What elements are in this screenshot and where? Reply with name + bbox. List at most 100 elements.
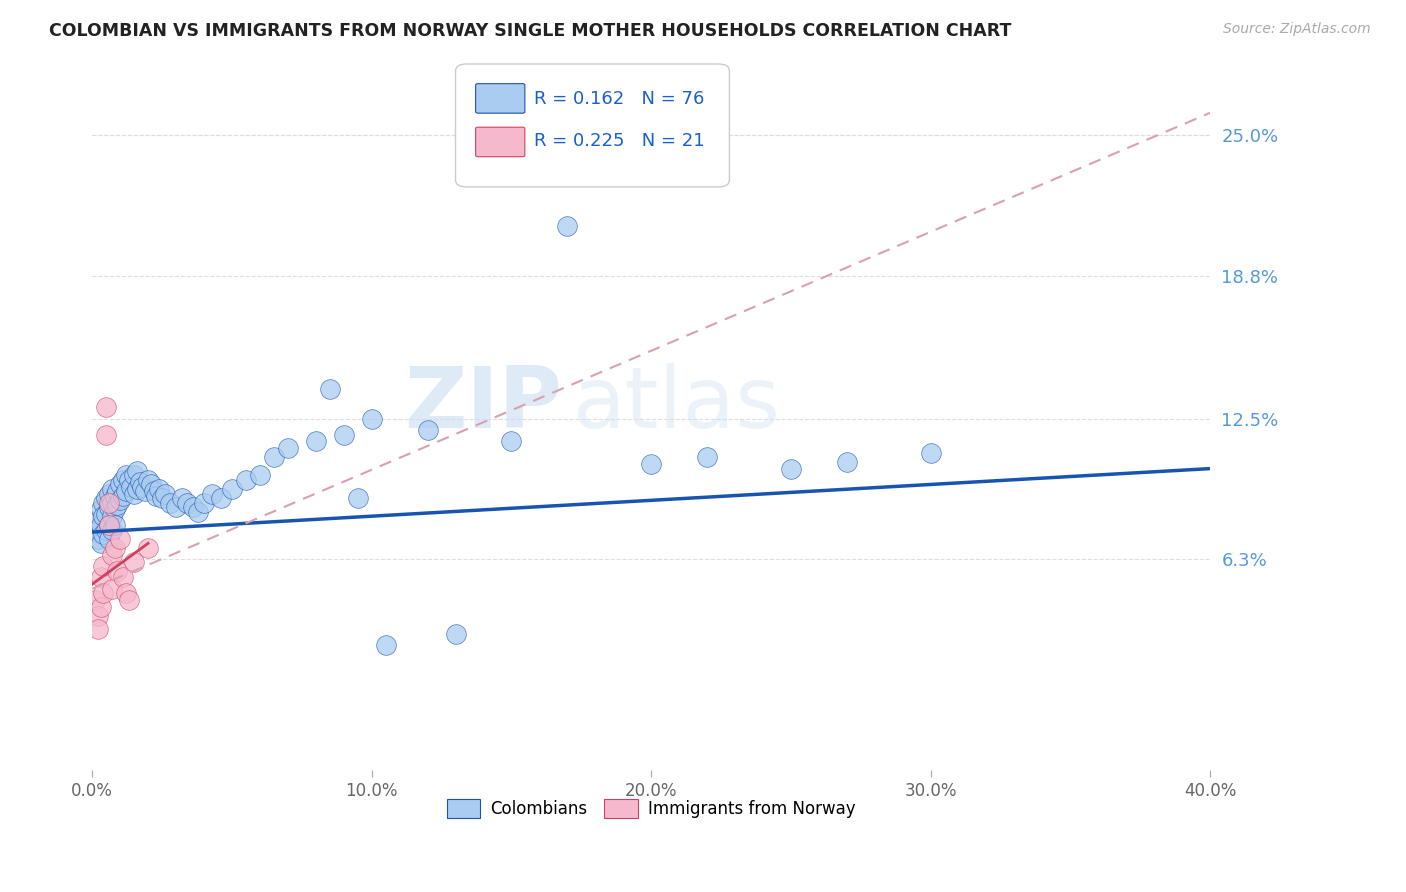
Point <box>97 532 120 546</box>
Point <box>176 495 198 509</box>
Point <box>97 495 120 509</box>
Point <box>374 638 396 652</box>
Point <box>94 491 117 505</box>
Point <box>105 498 128 512</box>
Point <box>319 382 342 396</box>
Point <box>555 219 578 234</box>
Point <box>97 500 120 515</box>
Point <box>501 434 523 449</box>
Point <box>444 627 467 641</box>
Point <box>97 486 120 500</box>
Point <box>93 586 115 600</box>
Point <box>148 482 170 496</box>
Point <box>114 586 136 600</box>
FancyBboxPatch shape <box>456 64 730 187</box>
Point <box>111 489 134 503</box>
Point <box>111 570 134 584</box>
Point <box>103 489 125 503</box>
Point <box>159 495 181 509</box>
Point <box>108 477 131 491</box>
Point <box>153 486 176 500</box>
Point <box>780 461 803 475</box>
Point <box>134 484 156 499</box>
Point <box>416 423 439 437</box>
Point <box>263 450 285 465</box>
Point <box>94 427 117 442</box>
Point <box>187 505 209 519</box>
Point <box>114 468 136 483</box>
Point <box>94 507 117 521</box>
Point <box>835 455 858 469</box>
Point <box>136 541 159 555</box>
Point <box>170 491 193 505</box>
Point <box>209 491 232 505</box>
Point <box>100 582 122 596</box>
Text: COLOMBIAN VS IMMIGRANTS FROM NORWAY SINGLE MOTHER HOUSEHOLDS CORRELATION CHART: COLOMBIAN VS IMMIGRANTS FROM NORWAY SING… <box>49 22 1011 40</box>
Point <box>193 495 215 509</box>
Point <box>131 480 153 494</box>
Point <box>105 484 128 499</box>
Point <box>139 477 162 491</box>
Point <box>100 482 122 496</box>
Point <box>142 484 165 499</box>
FancyBboxPatch shape <box>475 84 524 113</box>
Point <box>90 536 112 550</box>
Point <box>93 509 115 524</box>
FancyBboxPatch shape <box>475 128 524 157</box>
Point <box>87 532 110 546</box>
Point <box>249 468 271 483</box>
Point <box>87 608 110 623</box>
Point <box>332 427 354 442</box>
Text: R = 0.162   N = 76: R = 0.162 N = 76 <box>534 90 704 108</box>
Point <box>165 500 187 515</box>
Point <box>94 401 117 415</box>
Point <box>103 502 125 516</box>
Point <box>100 548 122 562</box>
Point <box>125 464 148 478</box>
Point <box>90 570 112 584</box>
Point <box>94 523 117 537</box>
Point <box>105 564 128 578</box>
Text: ZIP: ZIP <box>404 363 562 446</box>
Text: R = 0.225   N = 21: R = 0.225 N = 21 <box>534 132 704 150</box>
Point <box>181 500 204 515</box>
Point <box>122 468 145 483</box>
Point <box>114 484 136 499</box>
Point <box>100 495 122 509</box>
Legend: Colombians, Immigrants from Norway: Colombians, Immigrants from Norway <box>440 792 862 825</box>
Point <box>125 482 148 496</box>
Point <box>221 482 243 496</box>
Point <box>100 509 122 524</box>
Point <box>93 495 115 509</box>
Point <box>90 599 112 614</box>
Point <box>201 486 224 500</box>
Point <box>277 441 299 455</box>
Point <box>117 473 139 487</box>
Point <box>90 518 112 533</box>
Point <box>84 593 107 607</box>
Point <box>145 489 167 503</box>
Point <box>87 514 110 528</box>
Text: Source: ZipAtlas.com: Source: ZipAtlas.com <box>1223 22 1371 37</box>
Point <box>696 450 718 465</box>
Point <box>84 524 107 539</box>
Point <box>90 502 112 516</box>
Point <box>150 491 173 505</box>
Point <box>136 473 159 487</box>
Point <box>100 523 122 537</box>
Point <box>235 473 257 487</box>
Point <box>128 475 150 490</box>
Point <box>117 593 139 607</box>
Point <box>122 554 145 568</box>
Text: atlas: atlas <box>572 363 780 446</box>
Point <box>103 541 125 555</box>
Point <box>87 623 110 637</box>
Point <box>97 518 120 533</box>
Point <box>305 434 328 449</box>
Point <box>93 527 115 541</box>
Point <box>93 559 115 574</box>
Point <box>111 473 134 487</box>
Point <box>360 411 382 425</box>
Point <box>108 493 131 508</box>
Point <box>108 532 131 546</box>
